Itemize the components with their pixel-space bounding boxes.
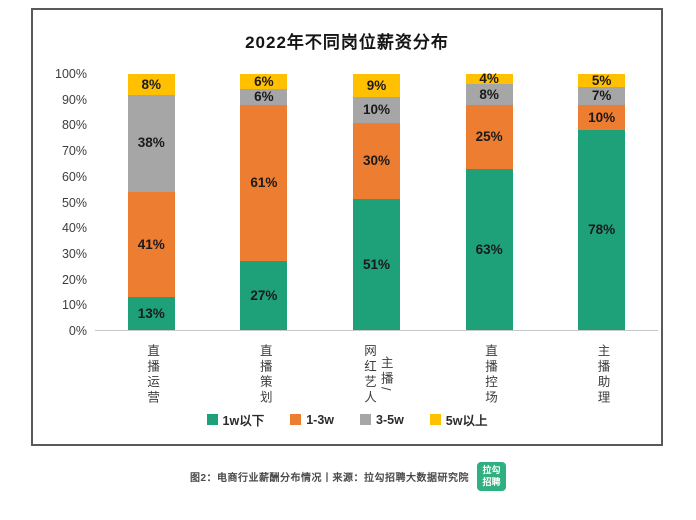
bar-segment: 5% [578,72,626,88]
x-category-label: 主播助理 [578,344,625,406]
bar-value-label: 61% [250,175,278,191]
bar-value-label: 27% [250,287,278,303]
x-axis-labels: 直播运营 直播策划 网红艺人 主播/直播控场 主播助理 [95,344,658,406]
bar-segment: 10% [352,97,400,123]
x-category-label: 网红艺人 主播/ [353,344,400,406]
bar-value-label: 51% [362,256,390,272]
x-category-label-line: 主播/ [378,356,393,394]
bar-segment: 63% [465,168,513,330]
bar-segment: 9% [352,74,400,98]
y-tick-label: 70% [61,144,87,159]
y-tick-label: 60% [61,169,87,184]
bar-value-label: 10% [362,102,390,118]
bar-value-label: 30% [362,153,390,169]
bar-segment: 6% [240,73,288,90]
stacked-bar: 51% 30% 10% 9% [352,74,400,330]
bar-segment: 4% [465,71,513,87]
bar-segment: 7% [578,86,626,105]
bar-segment: 6% [240,89,288,105]
y-tick-label: 20% [61,272,87,287]
bar-segment: 10% [578,104,626,131]
x-category-label-line: 直播运营 [145,344,160,406]
bar-value-label: 6% [254,73,274,89]
y-tick-label: 10% [61,298,87,313]
y-tick-label: 80% [61,118,87,133]
legend-swatch [290,414,302,425]
bar-segment: 51% [352,199,400,330]
y-tick-label: 50% [61,195,87,210]
stacked-bar: 27% 61% 6% 6% [240,73,288,330]
bar-value-label: 13% [137,305,165,321]
bar-segment: 30% [352,122,400,200]
logo-line-2: 招聘 [482,476,501,487]
stacked-bar: 63% 25% 8% 4% [465,71,513,330]
legend-item: 1-3w [290,413,334,427]
legend-label: 3-5w [376,412,404,427]
y-axis: 0% 10% 20% 30% 40% 50% 60% 70% 80% 90% 100% [33,67,87,338]
chart-title: 2022年不同岗位薪资分布 [245,33,449,52]
caption-row: 图2：电商行业薪酬分布情况丨来源：拉勾招聘大数据研究院 拉勾 招聘 [0,462,696,491]
bar-value-label: 78% [588,222,616,238]
bar-value-label: 38% [137,135,165,151]
x-category-label-line: 主播助理 [595,344,610,406]
bar-segment: 38% [127,94,175,192]
x-category-label: 直播运营 [128,344,175,406]
y-tick-label: 0% [68,324,87,338]
x-category-label-line: 网红艺人 [361,344,376,406]
bar-value-label: 10% [588,109,616,125]
bar-value-label: 7% [591,88,612,104]
bar-segment: 13% [127,296,175,330]
bar-value-label: 63% [475,241,503,257]
y-tick-label: 100% [55,67,87,81]
stacked-bar: 78% 10% 7% 5% [578,72,626,330]
legend-label: 5w以上 [445,414,488,428]
bar-value-label: 9% [366,77,387,93]
bar-segment: 25% [465,104,513,169]
legend-swatch [429,414,441,425]
x-category-label: 直播控场 [466,344,513,406]
bar-segment: 41% [127,191,175,297]
logo-line-1: 拉勾 [482,465,501,476]
legend-label: 1-3w [306,412,334,427]
bar-value-label: 25% [475,128,503,144]
y-tick-label: 40% [61,221,87,236]
chart-frame: 2022年不同岗位薪资分布 0% 10% 20% 30% 40% 50% 60% 70% 80%… [31,8,663,446]
x-category-label-line: 直播策划 [257,344,272,406]
y-tick-label: 90% [61,92,87,107]
bar-value-label: 8% [141,76,162,92]
legend-swatch [206,414,218,425]
legend-item: 5w以上 [429,410,488,429]
legend-item: 3-5w [360,413,404,427]
x-category-label: 直播策划 [240,344,287,406]
bar-value-label: 6% [254,89,274,105]
bar-segment: 8% [127,74,175,95]
bar-value-label: 5% [591,72,612,88]
caption-text: 图2：电商行业薪酬分布情况丨来源：拉勾招聘大数据研究院 [189,473,470,484]
legend-label: 1w以下 [222,414,265,428]
legend: 1w以下 1-3w 3-5w 5w以上 [33,410,661,429]
bar-segment: 61% [240,104,288,261]
legend-swatch [360,414,371,425]
legend-item: 1w以下 [206,410,265,429]
bar-segment: 78% [578,130,626,330]
stacked-bar: 13% 41% 38% 8% [127,74,175,330]
y-tick-label: 30% [61,246,87,261]
bar-segment: 27% [240,260,288,330]
bar-segment: 8% [465,84,513,105]
bar-value-label: 8% [479,86,499,102]
bar-value-label: 41% [137,236,165,252]
x-category-label-line: 直播控场 [482,344,497,406]
lagou-logo: 拉勾 招聘 [477,462,507,491]
bar-value-label: 4% [479,71,499,87]
plot-area: 13% 41% 38% 8% 27% 61% 6% 6% 51% 30% 10% 9% 63% 25% 8%… [95,71,658,331]
